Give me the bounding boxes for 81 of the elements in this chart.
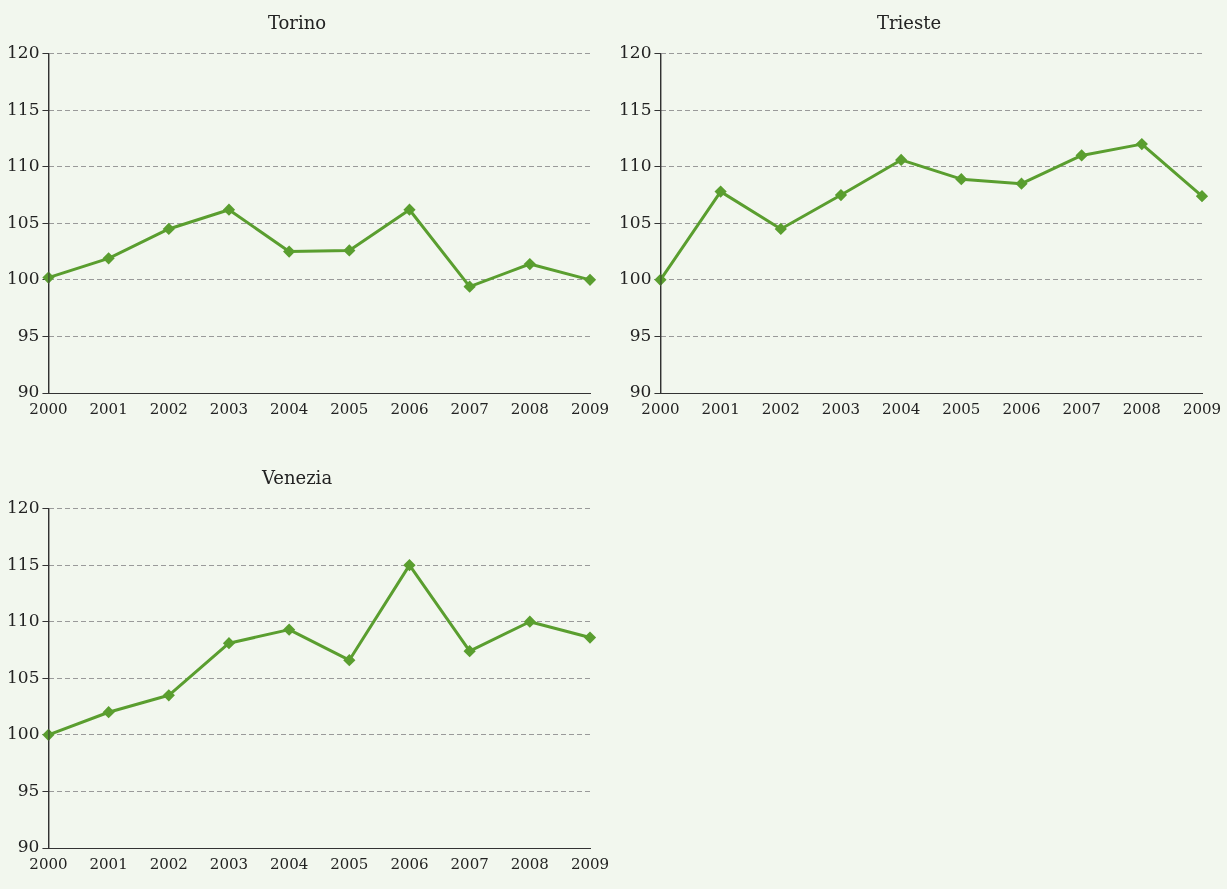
point — [163, 223, 175, 235]
y-tick-label: 105 — [6, 211, 40, 232]
y-tick-label: 105 — [6, 666, 40, 687]
point — [955, 173, 967, 185]
point — [524, 258, 536, 270]
x-tick-label: 2008 — [510, 399, 549, 418]
point — [464, 281, 476, 293]
point — [403, 559, 415, 571]
point — [775, 223, 787, 235]
point — [1076, 149, 1088, 161]
y-tick-label: 90 — [17, 836, 40, 857]
x-tick-label: 2005 — [942, 399, 981, 418]
x-tick-label: 2004 — [270, 854, 309, 873]
point — [403, 204, 415, 216]
x-tick-label: 2002 — [149, 854, 188, 873]
y-tick-label: 100 — [618, 268, 652, 289]
y-tick-label: 115 — [6, 553, 40, 574]
point — [103, 252, 115, 264]
x-tick-label: 2004 — [270, 399, 309, 418]
x-tick-label: 2006 — [1002, 399, 1041, 418]
point — [223, 637, 235, 649]
point — [895, 154, 907, 166]
x-tick-label: 2001 — [89, 854, 128, 873]
x-tick-label: 2008 — [510, 854, 549, 873]
point — [223, 204, 235, 216]
y-tick-label: 95 — [17, 324, 40, 345]
point — [524, 616, 536, 628]
chart-title: Trieste — [876, 12, 942, 34]
x-tick-label: 2006 — [390, 854, 429, 873]
point — [464, 645, 476, 657]
x-tick-label: 2007 — [450, 399, 489, 418]
x-tick-label: 2001 — [701, 399, 740, 418]
x-tick-label: 2008 — [1122, 399, 1161, 418]
y-tick-label: 110 — [6, 610, 40, 631]
chart-title: Torino — [267, 12, 327, 34]
y-tick-label: 90 — [629, 381, 652, 402]
y-tick-label: 90 — [17, 381, 40, 402]
y-tick-label: 120 — [6, 497, 40, 518]
x-tick-label: 2000 — [29, 854, 68, 873]
y-tick-label: 115 — [618, 98, 652, 119]
point — [715, 186, 727, 198]
point — [1196, 190, 1208, 202]
x-tick-label: 2001 — [89, 399, 128, 418]
y-tick-label: 95 — [629, 324, 652, 345]
y-tick-label: 120 — [6, 42, 40, 63]
y-tick-label: 110 — [618, 155, 652, 176]
x-tick-label: 2002 — [149, 399, 188, 418]
y-tick-label: 110 — [6, 155, 40, 176]
x-tick-label: 2009 — [570, 854, 610, 873]
y-tick-label: 120 — [618, 42, 652, 63]
x-tick-label: 2004 — [882, 399, 921, 418]
point — [343, 654, 355, 666]
chart-title: Venezia — [260, 467, 333, 489]
y-tick-label: 100 — [6, 723, 40, 744]
y-tick-label: 105 — [618, 211, 652, 232]
x-tick-label: 2009 — [570, 399, 610, 418]
point — [835, 189, 847, 201]
point — [343, 244, 355, 256]
point — [283, 624, 295, 636]
y-tick-label: 100 — [6, 268, 40, 289]
x-tick-label: 2000 — [641, 399, 680, 418]
point — [584, 274, 596, 286]
point — [283, 246, 295, 258]
x-tick-label: 2003 — [209, 399, 249, 418]
point — [584, 632, 596, 644]
x-tick-label: 2006 — [390, 399, 429, 418]
point — [103, 706, 115, 718]
x-tick-label: 2003 — [821, 399, 861, 418]
x-tick-label: 2007 — [1062, 399, 1101, 418]
point — [163, 689, 175, 701]
point — [1136, 138, 1148, 150]
x-tick-label: 2007 — [450, 854, 489, 873]
y-tick-label: 95 — [17, 779, 40, 800]
x-tick-label: 2000 — [29, 399, 68, 418]
x-tick-label: 2002 — [761, 399, 800, 418]
x-tick-label: 2009 — [1182, 399, 1222, 418]
x-tick-label: 2005 — [330, 854, 369, 873]
y-tick-label: 115 — [6, 98, 40, 119]
x-tick-label: 2005 — [330, 399, 369, 418]
x-tick-label: 2003 — [209, 854, 249, 873]
point — [1015, 178, 1027, 190]
